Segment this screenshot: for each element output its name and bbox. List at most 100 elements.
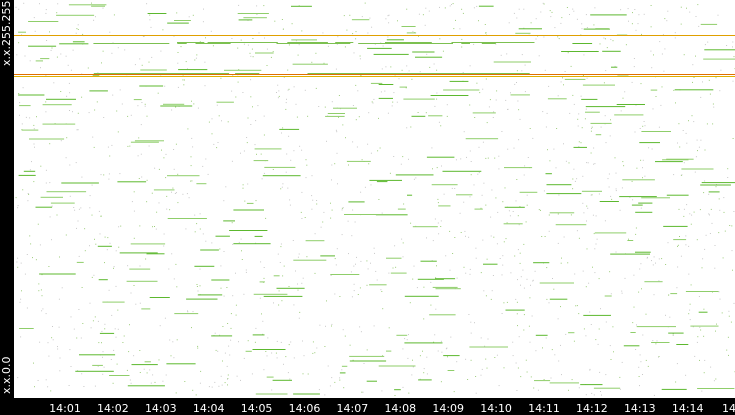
dot [362, 391, 364, 393]
segment [663, 225, 688, 227]
dot [258, 32, 260, 34]
y-top-label: x.x.255.255 [0, 0, 13, 66]
dot [469, 104, 471, 106]
x-tick-label: 14:08 [384, 402, 416, 415]
dot [461, 8, 463, 10]
segment [666, 194, 689, 196]
dot [302, 277, 304, 279]
segment [46, 98, 76, 100]
dot [460, 232, 462, 233]
dot [211, 133, 213, 135]
dot [237, 81, 239, 83]
dot [222, 360, 223, 362]
segment [449, 80, 469, 82]
segment [72, 41, 85, 43]
dot [406, 65, 408, 67]
dot [331, 323, 333, 325]
dot [587, 207, 589, 209]
dot [382, 355, 383, 357]
dot [331, 164, 333, 166]
segment [136, 73, 178, 74]
dot [585, 14, 587, 16]
dot [548, 302, 550, 304]
dot [599, 43, 601, 45]
dot [89, 195, 91, 197]
dot [17, 207, 19, 209]
dot [141, 176, 143, 178]
segment [235, 73, 249, 74]
dot [349, 14, 351, 16]
segment [395, 174, 434, 176]
dot [434, 218, 436, 220]
dot [470, 321, 472, 323]
dot [277, 97, 279, 99]
dot [708, 193, 710, 195]
dot [517, 325, 518, 327]
dot [418, 35, 419, 37]
dot [196, 54, 198, 56]
dot [263, 369, 265, 371]
segment [291, 5, 312, 7]
dot [719, 90, 721, 92]
dot [567, 52, 569, 54]
dot [727, 177, 729, 178]
segment [681, 168, 714, 170]
dot [473, 7, 475, 9]
dot [339, 296, 341, 297]
dot [402, 256, 404, 258]
dot [335, 264, 337, 266]
dot [486, 258, 488, 260]
dot [680, 174, 682, 176]
dot [220, 265, 222, 267]
dot [194, 231, 196, 233]
dot [236, 375, 238, 377]
dot [619, 209, 621, 211]
dot [361, 16, 363, 18]
dot [73, 328, 75, 330]
dot [289, 378, 291, 380]
segment [426, 156, 455, 158]
dot [590, 324, 592, 325]
dot [316, 203, 318, 205]
dot [413, 178, 415, 180]
dot [299, 311, 301, 313]
dot [342, 124, 344, 126]
dot [546, 298, 548, 300]
dot [545, 337, 547, 339]
dot [16, 261, 18, 263]
dot [732, 41, 734, 43]
dot [436, 69, 438, 71]
segment [673, 239, 687, 241]
dot [39, 3, 40, 5]
dot [662, 34, 664, 36]
dot [404, 338, 406, 340]
dot [28, 193, 30, 195]
segment [616, 104, 645, 105]
dot [556, 128, 558, 129]
dot [568, 389, 569, 391]
dot [231, 222, 233, 224]
dot [139, 58, 141, 60]
dot [496, 90, 498, 92]
dot [214, 332, 216, 334]
dot [272, 169, 274, 170]
dot [92, 136, 94, 138]
dot [651, 67, 653, 69]
segment [582, 84, 615, 86]
segment [599, 201, 619, 202]
dot [76, 129, 78, 131]
dot [108, 173, 110, 175]
dot [338, 95, 340, 96]
dot [557, 36, 559, 38]
dot [655, 262, 656, 264]
dot [703, 372, 705, 374]
segment [666, 158, 694, 160]
segment [418, 379, 432, 381]
dot [679, 236, 680, 237]
dot [104, 323, 106, 325]
dot [127, 265, 129, 267]
dot [35, 259, 37, 261]
dot [371, 101, 373, 103]
dot [601, 394, 602, 396]
dot [133, 355, 135, 357]
